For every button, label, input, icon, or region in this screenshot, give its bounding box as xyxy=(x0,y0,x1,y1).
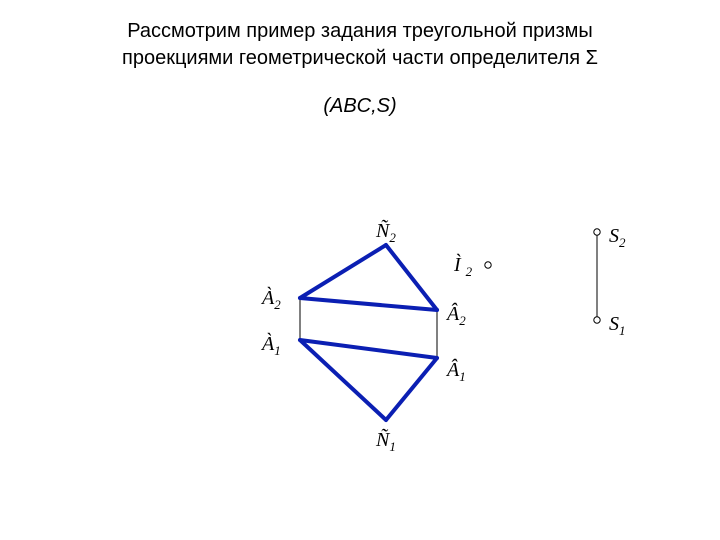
label-A1: À1 xyxy=(262,334,281,357)
label-N1: Ñ1 xyxy=(376,430,396,453)
label-A2: À2 xyxy=(262,288,281,311)
label-I2: Ì 2 xyxy=(454,255,472,278)
label-B2: Â2 xyxy=(447,304,466,327)
label-N2: Ñ2 xyxy=(376,221,396,244)
prism-diagram xyxy=(0,0,720,540)
label-S1: S1 xyxy=(609,314,626,337)
label-B1: Â1 xyxy=(447,360,466,383)
label-S2: S2 xyxy=(609,226,626,249)
